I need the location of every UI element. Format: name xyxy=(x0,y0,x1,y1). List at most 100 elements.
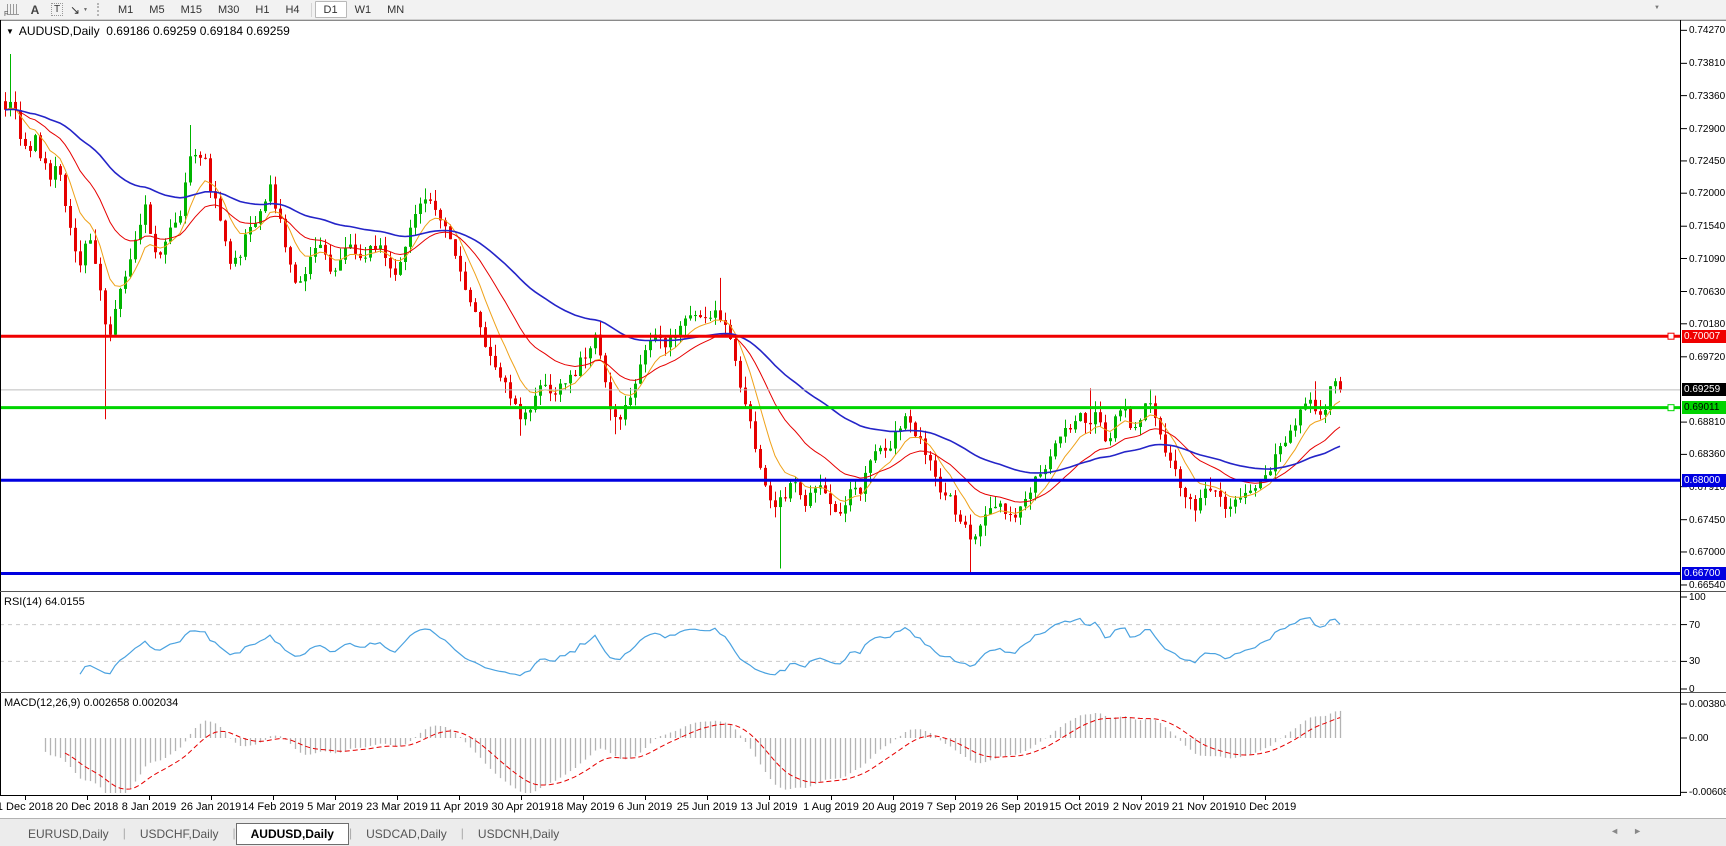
arrows-glyph: ↘ xyxy=(69,2,81,17)
timeframe-button-d1[interactable]: D1 xyxy=(314,1,347,18)
price-axis-label: 0.73810 xyxy=(1689,58,1726,70)
date-axis-label: 5 Mar 2019 xyxy=(307,801,363,813)
price-badge: 0.69011 xyxy=(1682,401,1726,415)
arrows-icon[interactable]: ↘ ▼ xyxy=(68,1,90,18)
tab-separator: | xyxy=(232,826,236,840)
date-axis-label: 25 Jun 2019 xyxy=(676,801,738,813)
rsi-axis-label: 0 xyxy=(1689,684,1695,695)
macd-axis-label: 0.003804 xyxy=(1689,699,1726,711)
price-axis-label: 0.72000 xyxy=(1689,188,1726,200)
chart-title-symbol: AUDUSD,Daily xyxy=(18,24,100,38)
date-axis-label: 15 Oct 2019 xyxy=(1049,801,1109,813)
date-axis-label: 1 Aug 2019 xyxy=(803,801,859,813)
chart-tab-usdcnh[interactable]: USDCNH,Daily xyxy=(477,826,560,841)
price-axis-label: 0.73360 xyxy=(1689,90,1726,102)
date-axis-label: 6 Jun 2019 xyxy=(617,801,673,813)
date-axis-label: 14 Feb 2019 xyxy=(242,801,304,813)
price-axis-label: 0.68360 xyxy=(1689,449,1726,461)
arrows-dropdown-icon[interactable]: ▼ xyxy=(83,6,88,13)
tabs-scroll-left-icon[interactable]: ◄ xyxy=(1610,826,1634,836)
timeframe-button-w1[interactable]: W1 xyxy=(354,3,372,16)
date-axis-label: 7 Sep 2019 xyxy=(926,801,984,813)
date-axis-label: 1 Dec 2018 xyxy=(0,801,54,813)
tabs: EURUSD,Daily | USDCHF,Daily | AUDUSD,Daily | U… xyxy=(14,822,573,845)
tabs-scroll-right-icon[interactable]: ► xyxy=(1633,826,1656,836)
chart-tabbar: EURUSD,Daily | USDCHF,Daily | AUDUSD,Daily | U… xyxy=(0,818,1726,846)
price-axis-label: 0.72900 xyxy=(1689,123,1726,135)
timeframe-button-m30[interactable]: M30 xyxy=(217,3,240,16)
price-axis-label: 0.71090 xyxy=(1689,253,1726,265)
rsi-label: RSI(14) 64.0155 xyxy=(4,596,85,608)
price-axis-label: 0.66540 xyxy=(1689,579,1726,591)
date-axis-label: 10 Dec 2019 xyxy=(1233,801,1297,813)
price-badge: 0.66700 xyxy=(1682,566,1726,580)
date-axis-label: 2 Nov 2019 xyxy=(1112,801,1170,813)
toolbar-overflow-icon[interactable]: ▼ xyxy=(1654,5,1660,11)
chart-tab-audusd[interactable]: AUDUSD,Daily xyxy=(235,822,349,845)
date-axis-label: 26 Sep 2019 xyxy=(985,801,1049,813)
grid-f-letter: F xyxy=(4,11,9,18)
tab-separator: | xyxy=(348,826,353,840)
text-box-icon[interactable]: T xyxy=(46,1,68,18)
timeframe-button-m5[interactable]: M5 xyxy=(149,3,165,16)
slow-ma-line xyxy=(4,108,1341,474)
macd-axis-label: -0.006087 xyxy=(1689,787,1726,799)
price-axis-label: 0.70180 xyxy=(1689,318,1726,330)
date-axis-label: 20 Dec 2018 xyxy=(55,801,119,813)
date-axis-label: 21 Nov 2019 xyxy=(1171,801,1235,813)
price-axis-label: 0.70630 xyxy=(1689,286,1726,298)
price-badge: 0.68000 xyxy=(1682,473,1726,487)
macd-label: MACD(12,26,9) 0.002658 0.002034 xyxy=(4,697,179,709)
date-axis-label: 11 Apr 2019 xyxy=(429,801,489,813)
date-axis-label: 18 May 2019 xyxy=(551,801,615,813)
price-axis-label: 0.71540 xyxy=(1689,221,1726,233)
price-badge: 0.70007 xyxy=(1682,329,1726,343)
toolbar-grip[interactable] xyxy=(97,3,105,16)
date-axis-label: 20 Aug 2019 xyxy=(862,801,924,813)
date-axis-label: 30 Apr 2019 xyxy=(491,801,551,813)
price-axis-label: 0.69720 xyxy=(1689,351,1726,363)
timeframe-button-mn[interactable]: MN xyxy=(387,3,405,16)
rsi-axis-label: 70 xyxy=(1689,619,1701,631)
price-badge: 0.69259 xyxy=(1682,383,1726,397)
chart-tab-eurusd[interactable]: EURUSD,Daily xyxy=(28,826,109,841)
price-axis-label: 0.68810 xyxy=(1689,417,1726,429)
toolbar: F A T ↘ ▼ M1 M5 M15 M30 H1 H4 D1 W1 MN ▼ xyxy=(0,0,1726,20)
chart-window: ▼ AUDUSD,Daily 0.69186 0.69259 0.69184 0.… xyxy=(0,20,1726,818)
toolbar-separator xyxy=(310,2,312,17)
price-axis-label: 0.72450 xyxy=(1689,155,1726,167)
text-box-glyph: T xyxy=(50,3,64,16)
date-axis-label: 8 Jan 2019 xyxy=(121,801,177,813)
chart-tab-usdcad[interactable]: USDCAD,Daily xyxy=(366,826,447,841)
date-axis-label: 13 Jul 2019 xyxy=(740,801,798,813)
price-axis-label: 0.74270 xyxy=(1689,25,1726,37)
rsi-line xyxy=(79,616,1341,677)
timeframe-buttons: M1 M5 M15 M30 H1 H4 D1 W1 MN xyxy=(110,1,412,18)
date-axis-label: 26 Jan 2019 xyxy=(180,801,242,813)
timeframe-button-m1[interactable]: M1 xyxy=(118,3,134,16)
text-annotation-icon[interactable]: A xyxy=(30,2,40,17)
timeframe-button-h1[interactable]: H1 xyxy=(255,3,270,16)
chart-canvas[interactable] xyxy=(0,20,1726,818)
tab-separator: | xyxy=(460,826,464,840)
medium-ma-line xyxy=(4,108,1341,503)
fast-ma-line xyxy=(4,107,1341,518)
macd-signal-line xyxy=(64,716,1341,790)
hatch-pattern xyxy=(7,4,19,15)
rsi-axis-label: 30 xyxy=(1689,656,1701,668)
price-axis-label: 0.67450 xyxy=(1689,514,1726,526)
timeframe-button-m15[interactable]: M15 xyxy=(180,3,202,16)
chart-title: ▼ AUDUSD,Daily 0.69186 0.69259 0.69184 0.… xyxy=(6,24,290,38)
tab-separator: | xyxy=(122,826,126,840)
chart-title-ohlc: 0.69186 0.69259 0.69184 0.69259 xyxy=(106,24,290,38)
timeframe-button-h4[interactable]: H4 xyxy=(285,3,300,16)
chart-tab-usdchf[interactable]: USDCHF,Daily xyxy=(139,826,219,841)
grid-f-icon[interactable]: F xyxy=(2,1,24,18)
price-axis-label: 0.67000 xyxy=(1689,546,1726,558)
price-axis-label: 0.67910 xyxy=(1689,481,1726,493)
symbol-collapse-icon[interactable]: ▼ xyxy=(6,27,14,36)
tab-scroll-arrows: ◄► xyxy=(1610,826,1656,836)
date-axis-label: 23 Mar 2019 xyxy=(366,801,428,813)
macd-axis-label: 0.00 xyxy=(1689,733,1709,744)
